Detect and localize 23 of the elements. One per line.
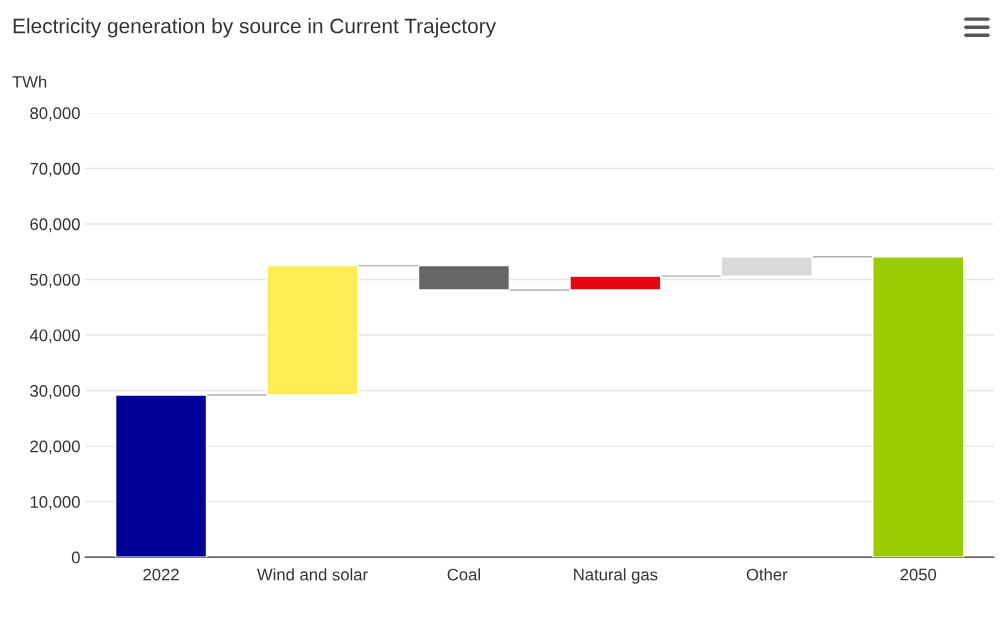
x-tick-label: Natural gas <box>574 568 658 584</box>
y-tick-label: 10,000 <box>30 496 80 510</box>
bar <box>569 275 662 291</box>
bar <box>720 256 813 277</box>
x-tick-label: 2022 <box>143 568 179 581</box>
y-tick-label: 0 <box>71 551 80 564</box>
y-axis-title: TWh <box>12 75 47 88</box>
y-tick-label: 20,000 <box>30 440 80 455</box>
y-tick-label: 60,000 <box>30 218 80 233</box>
y-tick-label: 70,000 <box>30 162 80 177</box>
y-tick-label: 50,000 <box>30 273 80 288</box>
bar <box>114 394 208 558</box>
bar <box>417 264 511 291</box>
chart-title: Electricity generation by source in Current Trajectory <box>13 18 497 38</box>
x-tick-label: 2050 <box>900 568 937 581</box>
y-tick-label: 80,000 <box>30 107 80 122</box>
y-tick-label: 30,000 <box>30 384 80 399</box>
x-tick-label: Wind and solar <box>256 568 368 581</box>
x-tick-label: Other <box>746 568 788 581</box>
bar <box>872 256 965 558</box>
x-tick-label: Coal <box>447 568 480 581</box>
y-tick-label: 40,000 <box>29 329 80 344</box>
bar <box>266 264 359 396</box>
